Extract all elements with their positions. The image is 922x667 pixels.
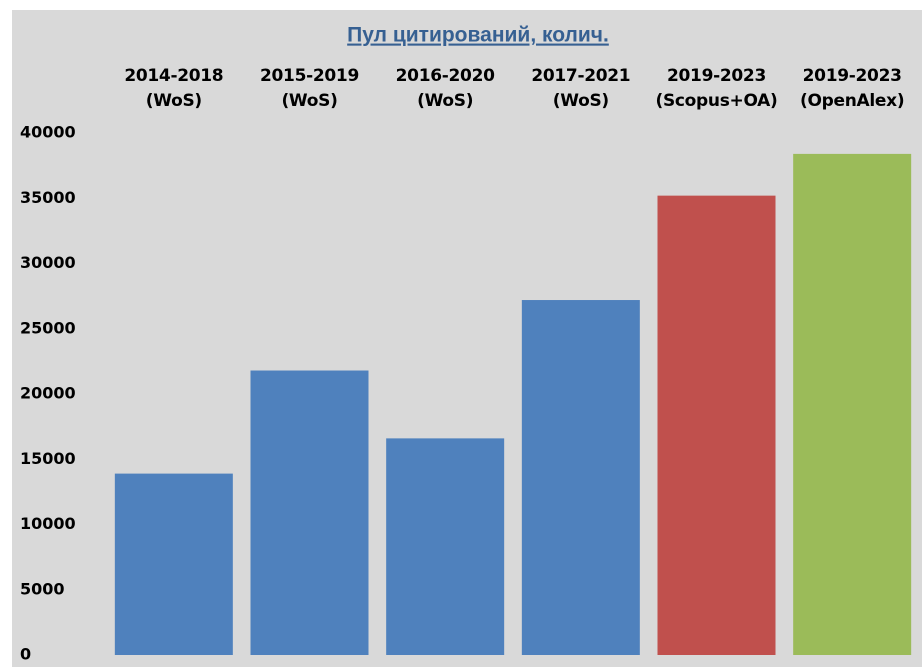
bar xyxy=(250,370,369,655)
y-tick-label: 0 xyxy=(20,645,31,664)
y-tick-label: 10000 xyxy=(20,514,76,533)
y-tick-label: 15000 xyxy=(20,449,76,468)
bar xyxy=(521,300,640,655)
x-tick-label: 2019-2023 (Scopus+OA) xyxy=(655,66,778,111)
chart-title: Пул цитирований, колич. xyxy=(347,24,609,47)
x-tick-label: 2015-2019 (WoS) xyxy=(260,66,359,111)
bar xyxy=(386,438,505,655)
y-tick-label: 35000 xyxy=(20,188,76,207)
bar xyxy=(657,195,776,655)
y-tick-label: 40000 xyxy=(20,123,76,142)
bar xyxy=(793,153,912,655)
x-tick-label: 2017-2021 (WoS) xyxy=(531,66,631,111)
y-tick-label: 25000 xyxy=(20,318,76,337)
y-tick-label: 30000 xyxy=(20,253,76,272)
y-tick-label: 20000 xyxy=(20,384,76,403)
x-tick-label: 2014-2018 (WoS) xyxy=(124,66,224,111)
x-tick-label: 2016-2020 (WoS) xyxy=(395,66,495,111)
bar xyxy=(114,473,233,655)
x-tick-label: 2019-2023 (OpenAlex) xyxy=(800,66,905,111)
y-tick-label: 5000 xyxy=(20,579,65,598)
